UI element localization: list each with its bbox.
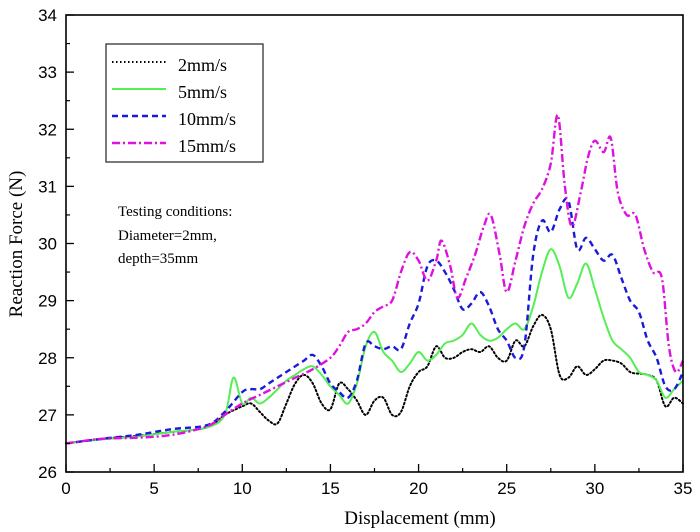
annotation-line-1: Testing conditions: xyxy=(118,204,232,220)
series-line-10mm-per-s xyxy=(65,197,685,445)
annotation-line-2: Diameter=2mm, xyxy=(118,228,217,244)
series-line-15mm-per-s xyxy=(65,113,685,445)
x-tick-label: 35 xyxy=(674,479,693,498)
legend-label: 10mm/s xyxy=(178,109,236,129)
y-tick-label: 29 xyxy=(38,292,57,311)
x-axis-title: Displacement (mm) xyxy=(344,508,495,529)
legend-label: 15mm/s xyxy=(178,136,236,156)
x-tick-label: 10 xyxy=(233,479,252,498)
y-axis: 26 27 28 29 30 31 32 33 34 xyxy=(38,6,74,482)
y-tick-label: 30 xyxy=(38,235,57,254)
legend-label: 2mm/s xyxy=(178,55,227,75)
series-line-5mm-per-s xyxy=(65,248,684,445)
y-tick-label: 28 xyxy=(38,349,57,368)
y-tick-label: 27 xyxy=(38,406,57,425)
y-tick-label: 32 xyxy=(38,120,57,139)
x-tick-label: 25 xyxy=(497,479,516,498)
series-line-2mm-per-s xyxy=(65,313,684,445)
y-tick-label: 31 xyxy=(38,177,57,196)
x-tick-label: 5 xyxy=(149,479,158,498)
y-tick-label: 26 xyxy=(38,463,57,482)
y-tick-label: 34 xyxy=(38,6,57,25)
x-tick-label: 15 xyxy=(321,479,340,498)
x-tick-label: 30 xyxy=(585,479,604,498)
annotation: Testing conditions: Diameter=2mm, depth=… xyxy=(118,204,232,267)
legend-label: 5mm/s xyxy=(178,82,227,102)
x-tick-label: 0 xyxy=(61,479,70,498)
y-axis-title: Reaction Force (N) xyxy=(6,171,27,318)
legend: 2mm/s 5mm/s 10mm/s 15mm/s xyxy=(105,43,264,163)
x-tick-label: 20 xyxy=(409,479,428,498)
x-axis: 0 5 10 15 20 25 30 35 xyxy=(61,464,692,498)
plot-area xyxy=(65,113,685,445)
annotation-line-3: depth=35mm xyxy=(118,251,198,267)
y-tick-label: 33 xyxy=(38,63,57,82)
